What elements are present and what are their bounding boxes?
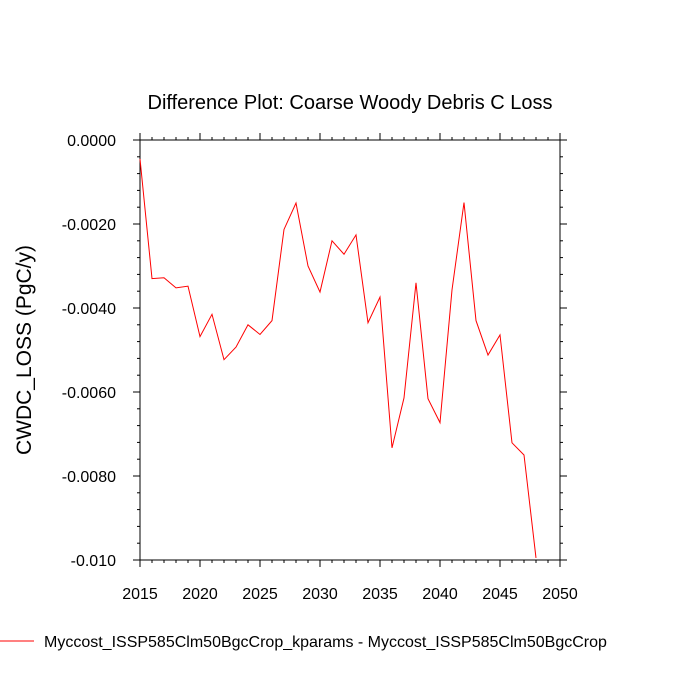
axis-ticks [133,133,567,567]
x-tick-label: 2015 [122,586,158,603]
y-tick-label: -0.0040 [62,301,116,318]
plot-frame [139,139,561,561]
x-tick-label: 2035 [362,586,398,603]
x-tick-label: 2040 [422,586,458,603]
legend-label: Myccost_ISSP585Clm50BgcCrop_kparams - My… [44,634,607,651]
chart-title: Difference Plot: Coarse Woody Debris C L… [148,92,553,114]
y-axis-label: CWDC_LOSS (PgC/y) [13,245,36,455]
y-tick-label: 0.0000 [67,133,116,150]
x-tick-label: 2050 [542,586,578,603]
axis-tick-labels: 2015 2020 2025 2030 2035 2040 2045 2050 0.0000 -0… [62,133,578,603]
x-tick-label: 2030 [302,586,338,603]
y-tick-label: -0.0020 [62,217,116,234]
x-tick-label: 2045 [482,586,518,603]
x-tick-label: 2025 [242,586,278,603]
y-tick-label: -0.010 [71,553,116,570]
series-line [139,158,537,558]
y-tick-label: -0.0080 [62,469,116,486]
x-tick-label: 2020 [182,586,218,603]
series-group [139,158,537,558]
y-tick-label: -0.0060 [62,385,116,402]
legend: Myccost_ISSP585Clm50BgcCrop_kparams - My… [0,634,607,651]
